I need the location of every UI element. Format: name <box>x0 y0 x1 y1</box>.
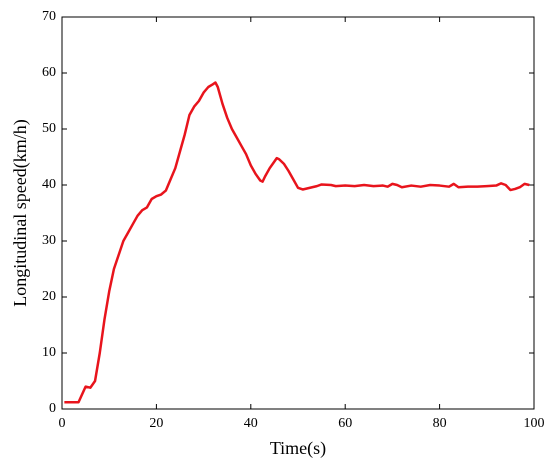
x-axis-title: Time(s) <box>270 438 326 459</box>
plot-frame <box>61 16 535 410</box>
y-tick-label: 50 <box>42 121 56 136</box>
y-tick-label: 30 <box>42 233 56 248</box>
y-axis-title: Longitudinal speed(km/h) <box>10 119 31 306</box>
x-tick-label: 100 <box>524 416 545 431</box>
x-tick-label: 20 <box>149 416 163 431</box>
x-tick-label: 60 <box>338 416 352 431</box>
y-tick-label: 0 <box>49 401 56 416</box>
y-tick-label: 20 <box>42 289 56 304</box>
data-line <box>64 81 530 404</box>
y-tick-label: 10 <box>42 345 56 360</box>
y-tick-label: 40 <box>42 177 56 192</box>
x-tick-label: 0 <box>59 416 66 431</box>
x-tick-label: 40 <box>244 416 258 431</box>
y-tick-label: 70 <box>42 9 56 24</box>
x-tick-label: 80 <box>433 416 447 431</box>
y-tick-label: 60 <box>42 65 56 80</box>
